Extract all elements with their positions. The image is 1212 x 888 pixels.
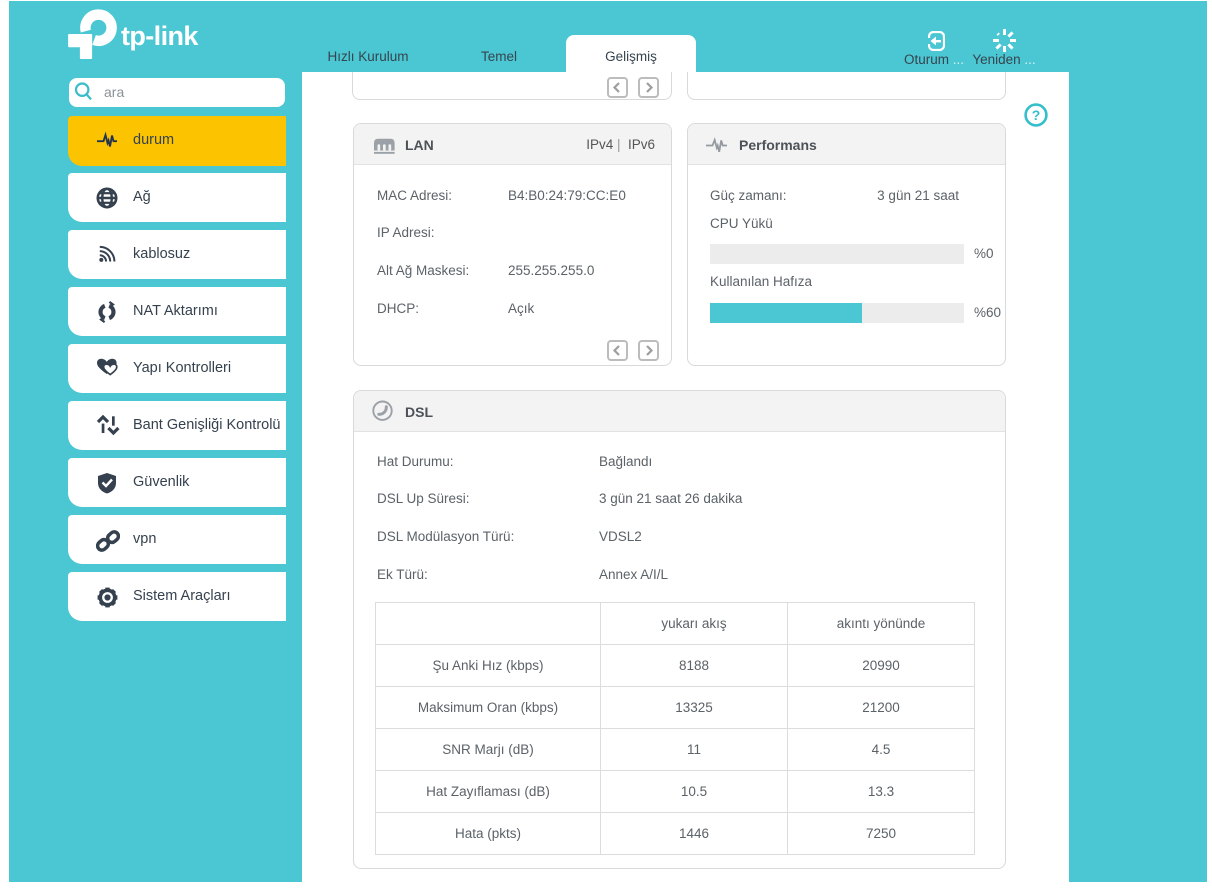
svg-text:?: ? (1032, 107, 1041, 123)
